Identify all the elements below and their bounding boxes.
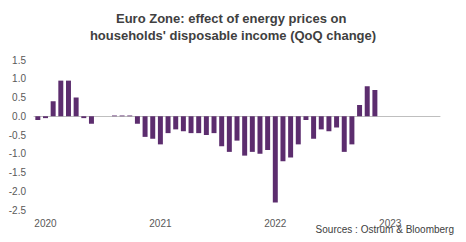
svg-text:Euro Zone: effect of energy pr: Euro Zone: effect of energy prices on (116, 11, 350, 26)
svg-text:0.5: 0.5 (12, 92, 26, 103)
svg-text:2023: 2023 (379, 218, 402, 229)
svg-text:Sources : Ostrum & Bloomberg: Sources : Ostrum & Bloomberg (315, 223, 454, 235)
svg-text:households' disposable income: households' disposable income (QoQ chang… (90, 28, 376, 43)
svg-text:2021: 2021 (149, 218, 172, 229)
svg-text:2022: 2022 (264, 218, 287, 229)
svg-text:-2.5: -2.5 (9, 205, 27, 216)
svg-text:0.0: 0.0 (12, 111, 26, 122)
svg-text:-1.0: -1.0 (9, 148, 27, 159)
svg-text:-1.5: -1.5 (9, 167, 27, 178)
svg-text:1.0: 1.0 (12, 73, 26, 84)
svg-text:1.5: 1.5 (12, 55, 26, 66)
svg-text:-0.5: -0.5 (9, 130, 27, 141)
svg-text:-2.0: -2.0 (9, 186, 27, 197)
svg-text:2020: 2020 (34, 218, 57, 229)
